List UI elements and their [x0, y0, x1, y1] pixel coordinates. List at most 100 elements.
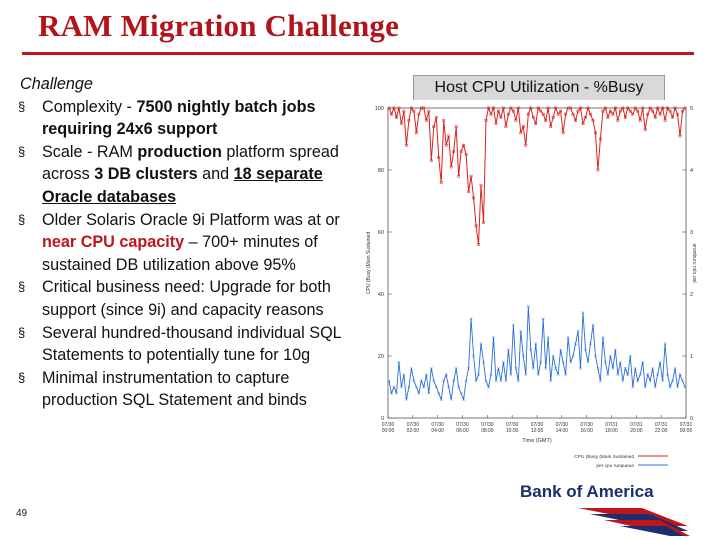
runqueue-point: [469, 317, 473, 321]
runqueue-point: [524, 373, 528, 377]
legend-label: CPU (Busy (Main Sustained: [574, 454, 634, 460]
runqueue-point: [419, 379, 423, 383]
runqueue-point: [673, 366, 677, 370]
cpu-busy-point: [422, 106, 426, 110]
runqueue-point: [399, 385, 403, 389]
cpu-busy-point: [482, 221, 485, 225]
bullet-text: 7500 nightly batch jobs requiring 24x6 s…: [42, 97, 316, 139]
runqueue-point: [648, 379, 652, 383]
runqueue-point: [536, 373, 540, 377]
x-tick-label: 07/30: [580, 422, 593, 428]
bullet-text: Critical business need: Upgrade for both…: [42, 278, 331, 319]
cpu-busy-point: [623, 115, 627, 119]
cpu-busy-point: [636, 109, 640, 113]
y-tick-label-right: 5: [690, 106, 693, 112]
runqueue-point: [598, 379, 602, 383]
runqueue-point: [586, 360, 590, 364]
cpu-busy-point: [611, 112, 615, 116]
bullet-item: § Minimal instrumentation to capture prod…: [16, 367, 356, 412]
runqueue-point: [514, 366, 518, 370]
bullet-text: – 700+ minutes of sustained DB utilizati…: [42, 233, 318, 274]
runqueue-point: [482, 360, 485, 364]
cpu-busy-point: [576, 109, 580, 113]
y-tick-label-left: 0: [381, 416, 384, 422]
cpu-busy-point: [668, 109, 672, 113]
runqueue-point: [653, 385, 657, 389]
runqueue-point: [439, 397, 443, 401]
x-tick-label: 07/30: [531, 422, 544, 428]
runqueue-point: [390, 391, 393, 395]
bullet-text: production: [137, 142, 222, 161]
runqueue-point: [551, 354, 555, 358]
bullet-text: Several hundred-thousand individual SQL …: [42, 323, 342, 365]
x-tick-label: 18:00: [605, 428, 618, 434]
x-tick-label: 07/31: [680, 422, 693, 428]
bullet-text: near CPU capacity: [42, 233, 185, 252]
cpu-busy-point: [566, 106, 570, 110]
runqueue-point: [487, 385, 490, 389]
runqueue-point: [564, 373, 568, 377]
runqueue-point: [484, 379, 488, 383]
runqueue-point: [574, 342, 578, 346]
cpu-busy-point: [658, 112, 662, 116]
cpu-busy-point: [628, 109, 632, 113]
logo-text: Bank of America: [520, 482, 654, 501]
bullet-text: 18 separate Oracle databases: [42, 165, 323, 206]
bullet-text: Minimal instrumentation to capture produ…: [42, 368, 307, 410]
cpu-busy-point: [412, 109, 416, 113]
bullet-item: § Older Solaris Oracle 9i Platform was at…: [16, 209, 356, 277]
cpu-busy-point: [549, 125, 553, 128]
cpu-busy-point: [507, 112, 510, 116]
cpu-utilization-chart: 02040608010001234507/3000:0007/3002:0007…: [360, 100, 700, 480]
cpu-busy-point: [447, 134, 451, 138]
runqueue-point: [544, 366, 548, 370]
legend-label: per cpu runqueue: [596, 463, 634, 469]
runqueue-point: [499, 379, 503, 383]
cpu-busy-point: [439, 181, 443, 184]
flag-logo-icon: [578, 508, 690, 536]
runqueue-point: [666, 373, 670, 377]
runqueue-point: [494, 379, 498, 383]
cpu-busy-point: [661, 106, 664, 110]
cpu-busy-point: [442, 119, 446, 122]
cpu-busy-point: [474, 224, 478, 228]
cpu-busy-point: [464, 153, 468, 156]
runqueue-point: [511, 323, 515, 327]
runqueue-point: [464, 379, 468, 383]
runqueue-point: [437, 391, 441, 395]
cpu-busy-point: [519, 131, 523, 135]
runqueue-point: [656, 373, 660, 377]
cpu-busy-point: [666, 106, 669, 110]
cpu-busy-point: [415, 131, 418, 135]
y-tick-label-right: 1: [690, 354, 693, 360]
cpu-busy-point: [410, 106, 413, 110]
y-tick-label-right: 2: [690, 292, 693, 298]
cpu-busy-point: [663, 119, 667, 122]
y-tick-label-right: 4: [690, 168, 693, 174]
x-tick-label: 07/30: [382, 422, 395, 428]
cpu-busy-point: [509, 106, 513, 110]
cpu-busy-point: [551, 115, 555, 119]
slide-title: RAM Migration Challenge: [38, 8, 400, 43]
runqueue-point: [457, 385, 461, 389]
cpu-busy-point: [544, 119, 548, 122]
y-tick-label-left: 20: [378, 354, 384, 360]
runqueue-series-line: [388, 306, 686, 402]
cpu-busy-point: [604, 106, 607, 110]
runqueue-point: [554, 366, 558, 370]
runqueue-point: [392, 385, 396, 389]
cpu-busy-point: [462, 143, 465, 147]
cpu-busy-point: [536, 106, 540, 110]
cpu-busy-point: [681, 109, 684, 113]
bullet-text: Scale - RAM: [42, 142, 138, 161]
runqueue-point: [643, 385, 647, 389]
runqueue-point: [623, 366, 627, 370]
runqueue-point: [444, 373, 448, 377]
challenge-heading: Challenge: [20, 75, 93, 93]
runqueue-point: [459, 391, 463, 395]
cpu-busy-point: [434, 115, 438, 119]
cpu-busy-point: [556, 112, 560, 116]
bullet-text: Complexity -: [42, 97, 137, 116]
runqueue-point: [633, 366, 637, 370]
x-tick-label: 06:00: [456, 428, 469, 434]
